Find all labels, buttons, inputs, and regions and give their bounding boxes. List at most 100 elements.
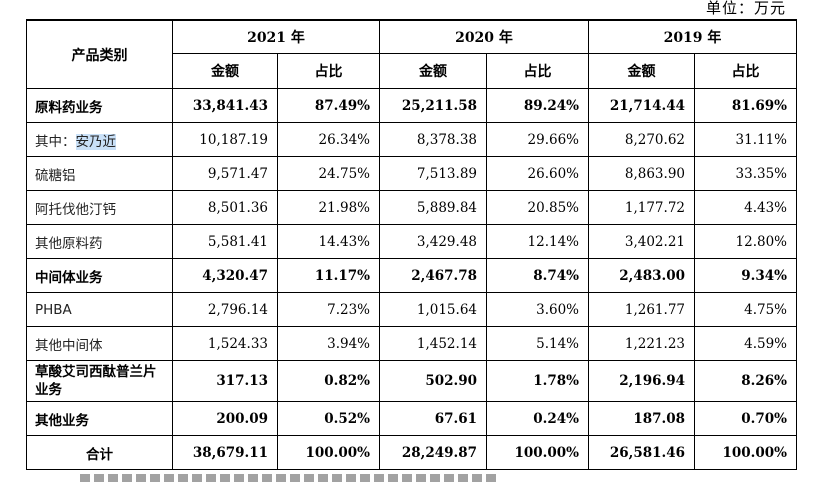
- ratio-cell: 4.59%: [694, 326, 797, 361]
- product-revenue-table: 产品类别 2021 年 2020 年 2019 年 金额 占比 金额 占比 金额…: [26, 19, 797, 470]
- ratio-cell: 100.00%: [486, 435, 589, 470]
- amount-cell: 3,402.21: [588, 224, 695, 259]
- amount-cell: 317.13: [172, 360, 278, 402]
- amount-cell: 187.08: [588, 401, 695, 436]
- ratio-cell: 100.00%: [277, 435, 380, 470]
- ratio-cell: 8.26%: [694, 360, 797, 402]
- amount-cell: 1,221.23: [588, 326, 695, 361]
- ratio-cell: 3.94%: [277, 326, 380, 361]
- amount-cell: 502.90: [379, 360, 487, 402]
- amount-cell: 1,452.14: [379, 326, 487, 361]
- table-row: 其他业务 200.09 0.52% 67.61 0.24% 187.08 0.70%: [26, 401, 797, 436]
- amount-cell: 10,187.19: [172, 122, 278, 157]
- ratio-cell: 33.35%: [694, 156, 797, 191]
- amount-cell: 38,679.11: [172, 435, 278, 470]
- ratio-cell: 31.11%: [694, 122, 797, 157]
- cropped-text-fragment: [80, 474, 500, 482]
- amount-header: 金额: [172, 53, 278, 89]
- row-label: 其中：安乃近: [26, 122, 173, 157]
- row-label: 其他业务: [26, 401, 173, 436]
- ratio-cell: 5.14%: [486, 326, 589, 361]
- ratio-cell: 0.24%: [486, 401, 589, 436]
- row-label: 其他原料药: [26, 224, 173, 259]
- amount-cell: 9,571.47: [172, 156, 278, 191]
- amount-cell: 2,796.14: [172, 292, 278, 327]
- year-header-2021: 2021 年: [172, 19, 380, 54]
- amount-cell: 25,211.58: [379, 88, 487, 123]
- ratio-cell: 4.75%: [694, 292, 797, 327]
- row-label: 硫糖铝: [26, 156, 173, 191]
- amount-cell: 8,270.62: [588, 122, 695, 157]
- row-label-prefix: 其中：: [35, 133, 76, 150]
- amount-cell: 8,501.36: [172, 190, 278, 225]
- total-row: 合计 38,679.11 100.00% 28,249.87 100.00% 26,581…: [26, 435, 797, 470]
- table-row: PHBA 2,796.14 7.23% 1,015.64 3.60% 1,261.77 4.…: [26, 292, 797, 327]
- ratio-cell: 26.60%: [486, 156, 589, 191]
- ratio-cell: 9.34%: [694, 258, 797, 293]
- ratio-cell: 29.66%: [486, 122, 589, 157]
- table-row: 中间体业务 4,320.47 11.17% 2,467.78 8.74% 2,483.00…: [26, 258, 797, 293]
- ratio-cell: 8.74%: [486, 258, 589, 293]
- amount-cell: 1,177.72: [588, 190, 695, 225]
- ratio-cell: 4.43%: [694, 190, 797, 225]
- ratio-cell: 26.34%: [277, 122, 380, 157]
- ratio-cell: 100.00%: [694, 435, 797, 470]
- row-label: 原料药业务: [26, 88, 173, 123]
- amount-cell: 8,378.38: [379, 122, 487, 157]
- ratio-cell: 0.82%: [277, 360, 380, 402]
- ratio-cell: 89.24%: [486, 88, 589, 123]
- row-label: 合计: [26, 435, 173, 470]
- ratio-cell: 21.98%: [277, 190, 380, 225]
- ratio-cell: 12.80%: [694, 224, 797, 259]
- ratio-cell: 24.75%: [277, 156, 380, 191]
- amount-cell: 28,249.87: [379, 435, 487, 470]
- ratio-cell: 0.70%: [694, 401, 797, 436]
- row-label: 中间体业务: [26, 258, 173, 293]
- table-row: 阿托伐他汀钙 8,501.36 21.98% 5,889.84 20.85% 1,177.…: [26, 190, 797, 225]
- year-header-2019: 2019 年: [588, 19, 797, 54]
- ratio-cell: 81.69%: [694, 88, 797, 123]
- ratio-cell: 87.49%: [277, 88, 380, 123]
- ratio-cell: 12.14%: [486, 224, 589, 259]
- amount-cell: 1,015.64: [379, 292, 487, 327]
- row-label: 草酸艾司西酞普兰片业务: [26, 360, 173, 402]
- unit-label: 单位：万元: [705, 0, 786, 17]
- year-header-2020: 2020 年: [379, 19, 589, 54]
- table-row: 其他原料药 5,581.41 14.43% 3,429.48 12.14% 3,402.2…: [26, 224, 797, 259]
- table-row: 草酸艾司西酞普兰片业务 317.13 0.82% 502.90 1.78% 2,196.9…: [26, 360, 797, 402]
- amount-cell: 4,320.47: [172, 258, 278, 293]
- amount-cell: 200.09: [172, 401, 278, 436]
- ratio-cell: 20.85%: [486, 190, 589, 225]
- table-row: 原料药业务 33,841.43 87.49% 25,211.58 89.24% 21,71…: [26, 88, 797, 123]
- amount-header: 金额: [588, 53, 695, 89]
- amount-cell: 33,841.43: [172, 88, 278, 123]
- ratio-cell: 0.52%: [277, 401, 380, 436]
- ratio-cell: 1.78%: [486, 360, 589, 402]
- highlighted-text: 安乃近: [75, 133, 116, 150]
- amount-cell: 2,483.00: [588, 258, 695, 293]
- amount-cell: 1,261.77: [588, 292, 695, 327]
- ratio-cell: 3.60%: [486, 292, 589, 327]
- ratio-header: 占比: [694, 53, 797, 89]
- row-label: PHBA: [26, 292, 173, 327]
- ratio-header: 占比: [277, 53, 380, 89]
- amount-cell: 2,196.94: [588, 360, 695, 402]
- ratio-cell: 11.17%: [277, 258, 380, 293]
- table-row: 其他中间体 1,524.33 3.94% 1,452.14 5.14% 1,221.23 4…: [26, 326, 797, 361]
- amount-cell: 26,581.46: [588, 435, 695, 470]
- amount-cell: 67.61: [379, 401, 487, 436]
- ratio-cell: 14.43%: [277, 224, 380, 259]
- row-label: 其他中间体: [26, 326, 173, 361]
- table-row: 硫糖铝 9,571.47 24.75% 7,513.89 26.60% 8,863.90 3…: [26, 156, 797, 191]
- amount-cell: 5,581.41: [172, 224, 278, 259]
- amount-cell: 8,863.90: [588, 156, 695, 191]
- amount-header: 金额: [379, 53, 487, 89]
- header-row-metrics: 金额 占比 金额 占比 金额 占比: [27, 53, 797, 89]
- row-label: 阿托伐他汀钙: [26, 190, 173, 225]
- amount-cell: 1,524.33: [172, 326, 278, 361]
- table-row: 其中：安乃近 10,187.19 26.34% 8,378.38 29.66% 8,270…: [26, 122, 797, 157]
- header-row-years: 产品类别 2021 年 2020 年 2019 年: [26, 19, 797, 89]
- amount-cell: 5,889.84: [379, 190, 487, 225]
- amount-cell: 2,467.78: [379, 258, 487, 293]
- category-header: 产品类别: [26, 19, 173, 89]
